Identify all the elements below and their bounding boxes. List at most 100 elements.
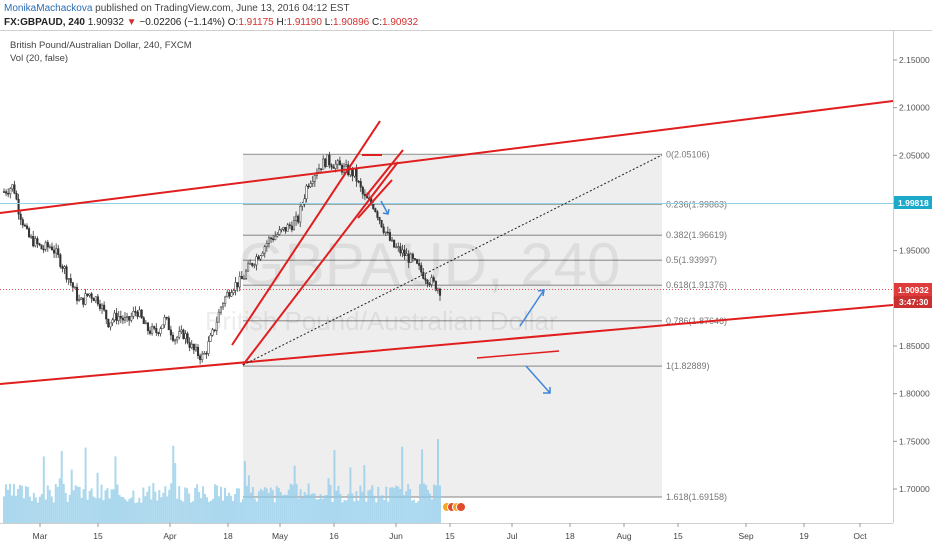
candle-body — [196, 346, 200, 357]
candle-body — [320, 168, 323, 170]
candle-body — [299, 206, 302, 223]
x-tick-label: 18 — [223, 531, 233, 541]
volume-bar — [345, 500, 348, 523]
flag-line-lower[interactable] — [357, 179, 393, 219]
candle-body — [199, 355, 202, 360]
x-tick-label: Sep — [738, 531, 753, 541]
arrow-down-small-icon[interactable] — [380, 200, 390, 215]
candle-body — [78, 299, 81, 301]
y-tick-label: 1.85000 — [899, 341, 930, 351]
volume-bar — [146, 491, 149, 523]
candle-body — [324, 158, 327, 167]
volume-bar — [214, 484, 217, 523]
volume-bar — [92, 496, 95, 523]
price-axis[interactable]: 2.150002.100002.050002.000001.950001.900… — [893, 55, 930, 494]
volume-bar — [216, 485, 219, 523]
high-label: H: — [276, 17, 287, 28]
close-label: C: — [371, 17, 382, 28]
volume-legend[interactable]: Vol (20, false) — [10, 53, 69, 64]
x-tick-label: Oct — [853, 531, 867, 541]
volume-bar — [170, 483, 173, 523]
volume-bar — [405, 491, 408, 523]
volume-bar — [381, 495, 384, 523]
candle-body — [100, 304, 104, 309]
price-change: −0.02206 (−1.14%) — [139, 17, 225, 28]
volume-bar — [208, 501, 211, 523]
volume-bar — [3, 496, 5, 523]
volume-bar — [365, 501, 368, 523]
volume-bar — [241, 498, 244, 523]
volume-bar — [431, 499, 434, 523]
volume-bar — [80, 497, 83, 523]
arrow-up-icon[interactable] — [519, 289, 545, 327]
volume-bar — [371, 485, 374, 523]
candle-body — [340, 164, 344, 173]
volume-bar — [12, 483, 15, 523]
volume-bar — [229, 495, 232, 523]
candle-body — [326, 154, 329, 167]
candle-body — [418, 263, 421, 266]
lower-channel-line[interactable] — [0, 304, 894, 385]
fibonacci-retracement[interactable]: 0(2.05106) 0.236(1.99863) 0.382(1.96619) 0.… — [243, 149, 727, 502]
candle-body — [186, 333, 189, 343]
volume-bar — [263, 487, 266, 523]
volume-bar — [301, 497, 304, 523]
target-segment[interactable] — [476, 350, 560, 359]
arrow-down-icon[interactable] — [525, 365, 551, 394]
volume-bar — [164, 486, 167, 523]
volume-bar — [38, 496, 41, 523]
volume-bar — [194, 488, 197, 523]
candle-body — [86, 293, 89, 296]
candle-body — [5, 191, 8, 194]
candle-body — [409, 253, 412, 263]
candle-body — [55, 248, 58, 254]
candle-body — [384, 231, 387, 234]
candle-body — [420, 265, 423, 273]
volume-bar — [281, 495, 284, 523]
volume-bar — [343, 499, 346, 523]
volume-bar — [198, 491, 201, 523]
upper-channel-line[interactable] — [0, 100, 894, 214]
volume-bar — [50, 496, 53, 523]
flag-line-upper[interactable] — [365, 149, 404, 197]
candle-body — [286, 224, 289, 232]
author-link[interactable]: MonikaMachackova — [4, 3, 93, 14]
event-icon[interactable] — [456, 502, 466, 512]
volume-bar — [84, 447, 87, 523]
open-value: 1.91175 — [238, 17, 274, 28]
trendlines[interactable] — [0, 100, 894, 385]
volume-bar — [227, 492, 230, 523]
arrow-annotations[interactable] — [380, 200, 551, 394]
candle-body — [424, 278, 427, 281]
volume-bar — [68, 494, 71, 523]
candle-body — [399, 246, 402, 254]
candle-body — [305, 185, 308, 200]
volume-bar — [188, 493, 191, 523]
candle-body — [407, 253, 410, 263]
volume-bar — [132, 490, 135, 523]
candle-body — [388, 232, 391, 241]
volume-bar — [82, 489, 85, 523]
volume-bar — [233, 494, 236, 523]
candle-body — [67, 278, 70, 280]
volume-bar — [239, 502, 242, 523]
rising-channel-right[interactable] — [242, 161, 399, 366]
event-icons[interactable] — [442, 502, 466, 512]
candle-body — [32, 235, 35, 247]
volume-bar — [329, 484, 332, 523]
volume-bar — [182, 501, 185, 523]
time-axis[interactable]: Mar 15 Apr 18 May 16 Jun 15 Jul 18 Aug 15 Sep 19 Oct — [33, 523, 868, 541]
countdown-text: 3:47:30 — [899, 297, 929, 307]
volume-bars — [3, 439, 441, 523]
volume-bar — [130, 497, 133, 523]
volume-bar — [206, 497, 209, 523]
volume-bar — [287, 489, 290, 523]
candle-body — [148, 330, 152, 334]
candle-body — [182, 329, 185, 339]
series-legend[interactable]: British Pound/Australian Dollar, 240, FX… — [10, 40, 192, 51]
candle-body — [205, 352, 208, 355]
open-label: O: — [227, 17, 239, 28]
rising-channel-left[interactable] — [231, 120, 381, 346]
volume-bar — [212, 498, 215, 523]
